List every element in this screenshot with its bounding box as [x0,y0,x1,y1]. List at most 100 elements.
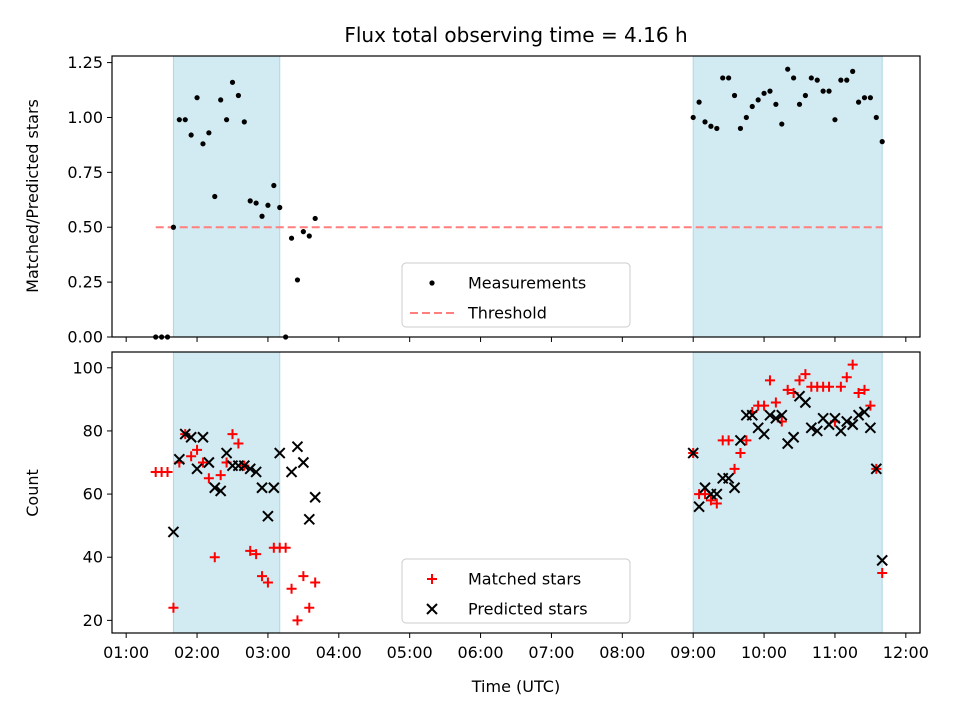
predicted-stars-point [811,425,823,437]
legend-entry-label: Threshold [467,304,547,323]
y-tick-label: 0.75 [67,163,103,182]
predicted-stars-point [268,482,280,494]
predicted-stars-point [214,485,227,497]
observing-interval-shade [172,55,281,338]
measurement-point [300,229,306,235]
measurement-point [702,119,708,125]
measurement-point [708,123,714,129]
matched-stars-point [705,495,716,506]
predicted-stars-point [220,447,233,459]
measurement-point [820,88,826,94]
matched-stars-point [203,473,214,484]
measurement-point [731,92,738,99]
measurement-point [850,68,856,74]
predicted-stars-point [179,428,191,440]
y-tick-label: 40 [83,548,103,567]
matched-stars-point [245,545,256,556]
x-tick-label: 06:00 [458,643,504,662]
predicted-stars-point [722,472,735,484]
y-tick-label: 80 [83,421,103,440]
legend-entry-label: Matched stars [468,570,581,589]
predicted-stars-point [309,491,321,503]
x-tick-label: 11:00 [812,643,858,662]
measurement-point [176,117,182,123]
matched-stars-point [770,397,781,408]
predicted-stars-point [846,418,859,431]
predicted-stars-point [835,425,847,437]
predicted-stars-point [787,431,800,443]
measurement-point [838,77,844,83]
matched-stars-point [298,571,309,582]
predicted-stars-point [776,409,788,421]
measurement-point [714,125,720,132]
legend-box [401,558,631,624]
x-tick-label: 04:00 [316,643,362,662]
measurement-point [737,125,744,132]
top-y-axis-label: Matched/Predicted stars [23,99,42,293]
predicted-stars-point [876,554,888,567]
measurement-point [755,97,761,103]
matched-stars-point [800,369,811,380]
measurement-point [791,75,797,81]
x-tick-label: 08:00 [599,643,645,662]
measurement-point [879,139,885,145]
predicted-stars-point [728,482,741,494]
measurement-point [773,101,779,107]
measurement-point [749,103,755,110]
measurement-point [802,92,809,99]
predicted-stars-point [864,422,877,434]
matched-stars-point [310,577,321,588]
predicted-stars-point [250,466,262,478]
legend-matched-swatch [427,574,437,584]
matched-stars-point [729,463,740,474]
predicted-stars-point [173,453,186,466]
predicted-stars-point [203,456,215,469]
y-tick-label: 1.00 [67,108,103,127]
measurement-point [767,88,773,94]
matched-stars-point [735,448,746,459]
y-tick-label: 0.00 [67,328,103,347]
measurement-point [696,99,702,105]
matched-stars-point [859,384,870,395]
matched-stars-point [251,549,262,560]
legend-entry-label: Predicted stars [468,600,588,619]
matched-stars-point [782,384,793,395]
measurement-point [259,213,265,219]
matched-stars-point [877,568,888,579]
matched-stars-point [286,583,297,594]
observing-interval-shade [692,55,883,338]
measurement-point [832,117,838,123]
predicted-stars-point [805,422,818,434]
matched-stars-point [227,429,238,440]
measurement-point [761,90,767,96]
y-tick-label: 60 [83,485,103,504]
predicted-stars-point [238,459,251,472]
measurement-point [235,92,241,99]
predicted-stars-point [185,431,197,443]
matched-stars-point [186,451,197,462]
measurement-point [288,235,295,241]
predicted-stars-point [687,447,699,459]
measurement-point [873,114,879,121]
predicted-stars-point [693,501,705,513]
matched-stars-point [847,359,858,370]
measurement-point [844,77,850,83]
measurement-point [271,182,277,189]
x-tick-label: 01:00 [103,643,149,662]
matched-stars-point [841,372,852,383]
count-panel: 20 40 60 80 100 01:00 02:00 03:00 04:00 05:00 06:0… [72,351,929,662]
matched-stars-point [233,438,244,449]
matched-stars-point [794,375,805,386]
matched-stars-point [711,498,722,509]
plot-frame [111,55,921,338]
matched-stars-point [304,602,315,613]
measurement-point [808,75,814,81]
x-tick-label: 07:00 [528,643,574,662]
predicted-stars-point [285,466,298,478]
measurement-point [247,198,253,204]
matched-stars-point [215,470,226,481]
ratio-panel: 0.00 0.25 0.50 0.75 1.00 1.25 Measurements Thre… [67,53,921,347]
measurement-point [690,114,696,121]
predicted-stars-point [852,409,865,421]
measurement-point [241,119,247,125]
